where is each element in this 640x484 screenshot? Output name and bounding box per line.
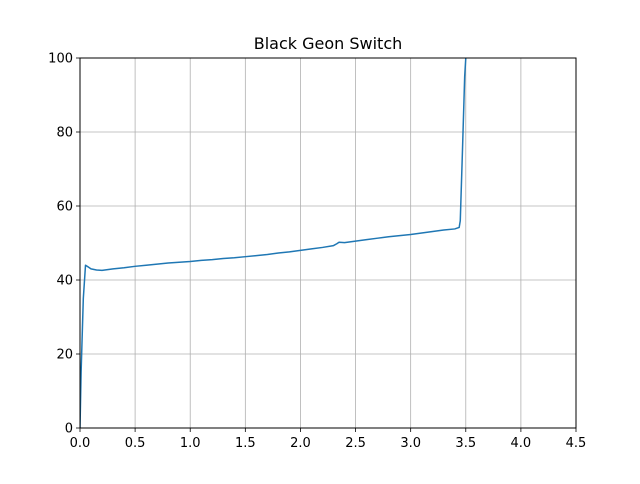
y-tick-label: 0	[65, 422, 73, 437]
plot-frame	[79, 57, 577, 429]
x-tick-label: 2.0	[290, 436, 311, 451]
series-layer	[80, 58, 467, 428]
x-tick-label: 1.5	[235, 436, 256, 451]
x-tick-label: 4.5	[566, 436, 587, 451]
x-tick-label: 0.0	[70, 436, 91, 451]
chart-title: Black Geon Switch	[254, 34, 403, 53]
x-tick-label: 3.0	[400, 436, 421, 451]
y-tick-label: 60	[56, 200, 73, 215]
x-tick-label: 3.5	[455, 436, 476, 451]
plot-area	[80, 58, 576, 428]
x-tick-label: 2.5	[345, 436, 366, 451]
y-tick-label: 80	[56, 126, 73, 141]
x-tick-label: 4.0	[511, 436, 532, 451]
series-line-0	[80, 58, 467, 428]
y-tick-label: 20	[56, 348, 73, 363]
y-tick-label: 100	[48, 52, 73, 67]
x-tick-label: 1.0	[180, 436, 201, 451]
x-tick-label: 0.5	[125, 436, 146, 451]
axis-ticks: 0.0 0.5 1.0 1.5 2.0 2.5 3.0 3.5 4.0 4.5 0 20 40 60 80 1…	[48, 52, 586, 452]
y-tick-label: 40	[56, 274, 73, 289]
